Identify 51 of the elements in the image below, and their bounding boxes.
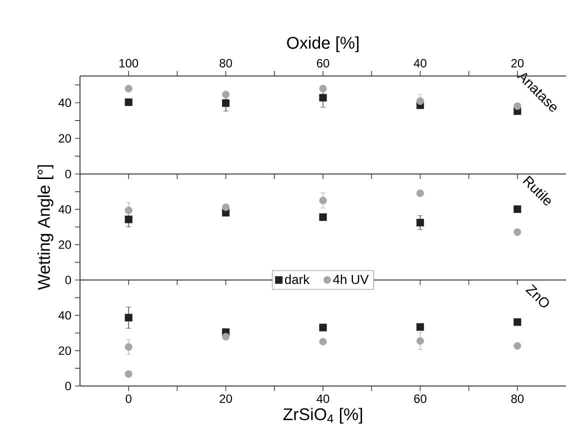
point [319,94,327,102]
legend-label: 4h UV [333,274,369,284]
x-tick-label: 40 [316,394,330,403]
x-tick-label: 60 [414,394,426,403]
x2-tick-label: 100 [120,59,138,68]
point [124,314,132,322]
point [319,338,327,346]
y-tick-label: 20 [58,240,72,249]
point [319,196,327,204]
x-axis-title: ZrSiO$_{4}$ [%] [283,408,362,424]
point [124,98,132,106]
point [319,84,327,92]
point [416,97,424,105]
y-tick-label: 0 [65,170,72,178]
y-tick-label: 40 [58,98,72,107]
point [124,84,132,92]
point [416,337,424,345]
point [124,216,132,224]
legend-label: dark [284,274,310,284]
x2-tick-label: 40 [414,59,426,68]
annotation: ZnO [525,284,549,308]
y-tick-label: 0 [65,382,72,390]
point [514,228,522,236]
x-tick-label: 80 [511,394,524,403]
y-tick-label: 40 [58,205,72,214]
point [124,343,132,351]
point [124,370,132,378]
point [222,203,230,211]
y-axis-title: Wetting Angle [°] [38,165,54,290]
point [222,99,230,107]
x2-axis-title: Oxide [%] [287,36,358,52]
point [514,318,522,326]
x2-tick-label: 60 [316,59,330,68]
point [416,218,424,226]
x-tick-label: 20 [220,394,232,403]
x2-tick-label: 80 [220,59,232,68]
x2-tick-label: 20 [511,59,524,68]
y-tick-label: 20 [58,134,72,143]
point [222,332,230,340]
point [319,213,327,221]
y-tick-label: 0 [65,276,72,284]
x-tick-label: 0 [126,394,132,403]
point [514,205,522,213]
point [416,189,424,198]
point [124,206,132,214]
point [514,342,522,350]
y-tick-label: 40 [58,311,72,320]
point [222,90,230,98]
point [416,323,424,331]
y-tick-label: 20 [58,346,72,355]
point [319,324,327,332]
